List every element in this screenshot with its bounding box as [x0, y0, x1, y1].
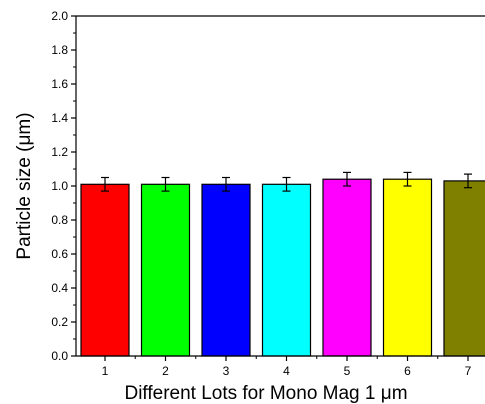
y-tick-label: 2.0	[51, 9, 68, 23]
y-tick-label: 1.0	[51, 179, 68, 193]
y-tick-label: 1.2	[51, 145, 68, 159]
y-tick-label: 0.4	[51, 281, 68, 295]
x-ticks: 1 2 3 4 5 6 7	[102, 356, 472, 378]
y-tick-label: 1.6	[51, 77, 68, 91]
bars-layer	[80, 178, 485, 357]
x-tick-label: 6	[404, 364, 411, 378]
bar-5	[322, 178, 372, 357]
x-tick-label: 4	[283, 364, 290, 378]
x-tick-label: 2	[162, 364, 169, 378]
error-bar-1	[101, 176, 109, 192]
x-tick-label: 5	[344, 364, 351, 378]
bar-4	[261, 183, 312, 357]
y-tick-label: 0.0	[51, 349, 68, 363]
bar-1	[80, 183, 130, 357]
bar-6	[382, 178, 433, 357]
x-tick-label: 7	[465, 364, 472, 378]
x-tick-label: 3	[223, 364, 230, 378]
error-bar-2	[161, 176, 170, 192]
error-bars-layer	[101, 171, 472, 192]
y-tick-label: 1.8	[51, 43, 68, 57]
y-axis-title: Particle size (μm)	[14, 112, 35, 259]
bar-3	[201, 183, 251, 357]
bar-2	[140, 183, 191, 357]
x-tick-label: 1	[102, 364, 109, 378]
error-bar-5	[343, 171, 351, 187]
error-bar-6	[403, 171, 412, 187]
y-tick-label: 1.4	[51, 111, 68, 125]
y-tick-label: 0.6	[51, 247, 68, 261]
y-ticks: 0.0 0.2 0.4 0.6 0.8 1.0 1.2 1.4 1.6 1.8 2.0	[51, 9, 76, 363]
error-bar-7	[464, 173, 472, 189]
y-tick-label: 0.2	[51, 315, 68, 329]
error-bar-3	[222, 176, 230, 192]
bar-7	[443, 180, 485, 357]
error-bar-4	[282, 176, 291, 192]
y-tick-label: 0.8	[51, 213, 68, 227]
x-axis-title: Different Lots for Mono Mag 1 μm	[124, 383, 407, 404]
